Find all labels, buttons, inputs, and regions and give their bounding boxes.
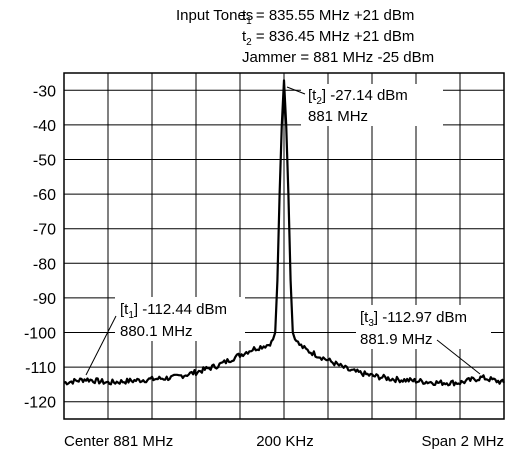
y-tick-labels: -30 -40 -50 -60 -70 -80 -90 -100 -110 -120 xyxy=(24,83,56,411)
y-tick-label: -110 xyxy=(25,360,56,377)
y-tick-label: -90 xyxy=(33,291,56,308)
marker-t3: [t3] -112.97 dBm 881.9 MHz xyxy=(356,305,491,375)
input-tones-title: Input Tones xyxy=(176,7,253,24)
marker-t3-level: [t3] -112.97 dBm xyxy=(360,309,467,329)
y-tick-label: -100 xyxy=(24,326,56,343)
y-tick-label: -120 xyxy=(24,395,56,412)
marker-t3-freq: 881.9 MHz xyxy=(360,331,433,348)
marker-t2-label-bg xyxy=(301,84,443,126)
x-label-div: 200 KHz xyxy=(256,433,314,450)
marker-t1-freq: 880.1 MHz xyxy=(120,323,193,340)
marker-t2-leader xyxy=(286,86,306,95)
marker-t3-leader xyxy=(436,339,481,375)
marker-t2: [t2] -27.14 dBm 881 MHz xyxy=(286,84,443,126)
y-tick-label: -70 xyxy=(33,222,56,239)
jammer-line: Jammer = 881 MHz -25 dBm xyxy=(242,49,434,66)
y-tick-label: -40 xyxy=(33,118,56,135)
marker-t2-freq: 881 MHz xyxy=(308,108,368,125)
marker-t2-level: [t2] -27.14 dBm xyxy=(308,87,408,107)
marker-t1-level: [t1] -112.44 dBm xyxy=(120,301,227,321)
plot-frame xyxy=(63,72,505,420)
tone-1-line: t1 = 835.55 MHz +21 dBm xyxy=(242,7,414,27)
y-tick-label: -30 xyxy=(33,83,56,100)
x-label-span: Span 2 MHz xyxy=(421,433,504,450)
marker-t1-leader xyxy=(85,315,117,376)
marker-t1: [t1] -112.44 dBm 880.1 MHz xyxy=(85,297,245,376)
x-label-center-freq: Center 881 MHz xyxy=(64,433,173,450)
y-tick-label: -50 xyxy=(33,153,56,170)
marker-t1-label-bg xyxy=(115,297,245,341)
spectrum-trace xyxy=(63,79,505,387)
marker-t3-label-bg xyxy=(356,305,491,349)
y-tick-label: -60 xyxy=(33,187,56,204)
y-tick-label: -80 xyxy=(33,256,56,273)
tone-2-line: t2 = 836.45 MHz +21 dBm xyxy=(242,28,414,48)
